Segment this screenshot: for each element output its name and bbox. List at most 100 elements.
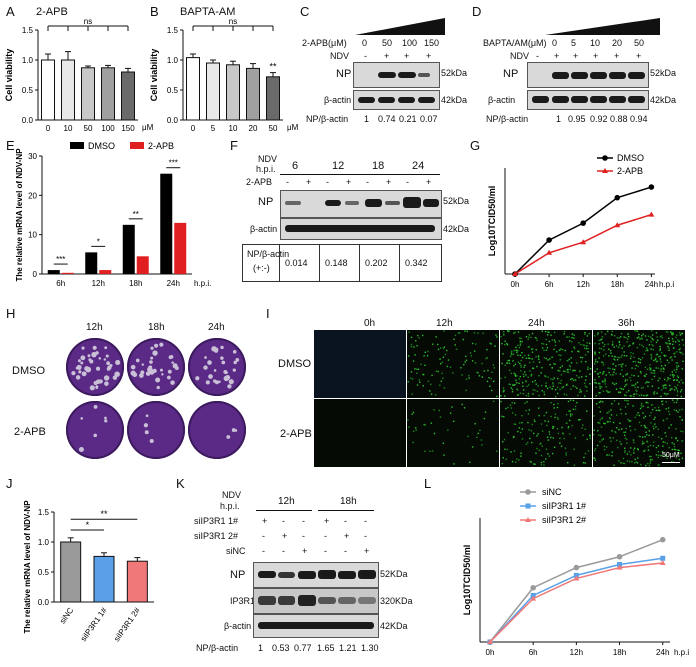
ndv-label: NDV — [330, 51, 350, 61]
gfp-cell — [651, 404, 653, 406]
gfp-cell — [530, 336, 532, 339]
gfp-cell — [663, 368, 665, 370]
gfp-cell — [439, 384, 441, 386]
y-tick-label: 1.5 — [22, 26, 34, 35]
gfp-cell — [501, 415, 503, 418]
gfp-cell — [619, 391, 622, 394]
y-tick-label: 10 — [28, 231, 37, 240]
plaque — [170, 380, 175, 385]
gfp-cell — [632, 439, 635, 441]
gfp-cell — [625, 384, 627, 386]
gfp-cell — [443, 454, 445, 456]
gfp-cell — [641, 406, 643, 408]
sig-label: * — [86, 520, 90, 530]
legend-label: siIP3R1 1# — [542, 501, 586, 511]
gfp-cell — [616, 337, 619, 339]
gfp-cell — [594, 382, 596, 384]
gfp-cell — [672, 374, 674, 376]
gfp-cell — [646, 349, 649, 352]
gfp-cell — [545, 357, 548, 360]
panel-label-e: E — [6, 138, 15, 153]
gfp-cell — [608, 348, 610, 351]
gfp-cell — [453, 420, 455, 423]
gfp-cell — [661, 437, 663, 440]
gfp-cell — [420, 363, 422, 366]
col-18h: 18h — [148, 322, 165, 333]
plaque — [225, 371, 228, 375]
gfp-cell — [549, 433, 551, 436]
gfp-cell — [612, 382, 614, 384]
plaque — [75, 375, 81, 380]
gfp-cell — [627, 418, 629, 421]
gfp-cell — [613, 383, 616, 386]
gfp-cell — [553, 407, 555, 409]
gfp-cell — [601, 417, 603, 419]
plaque — [159, 368, 163, 372]
gfp-cell — [589, 434, 591, 436]
gfp-cell — [551, 452, 554, 455]
gfp-cell — [506, 330, 509, 332]
gfp-cell — [600, 348, 603, 350]
gfp-cell — [648, 430, 651, 432]
sign: - — [282, 546, 285, 556]
x-tick-label: 150 — [121, 124, 135, 133]
plaque — [144, 430, 149, 435]
x-unit: h.p.i — [674, 648, 689, 657]
gfp-cell — [501, 362, 503, 365]
gfp-cell — [632, 360, 635, 363]
gfp-cell — [647, 446, 649, 448]
gfp-cell — [492, 380, 495, 383]
gfp-cell — [606, 421, 609, 423]
gfp-cell — [597, 421, 599, 424]
gfp-cell — [584, 428, 586, 430]
gfp-cell — [625, 427, 627, 430]
plaque — [95, 386, 99, 390]
gfp-cell — [511, 353, 513, 356]
gfp-cell — [513, 402, 516, 404]
gfp-cell — [660, 370, 662, 372]
gfp-cell — [630, 355, 632, 357]
gfp-cell — [639, 361, 642, 364]
gfp-cell — [649, 444, 652, 447]
gfp-cell — [606, 412, 608, 414]
unit-label: μM — [287, 123, 299, 132]
gfp-cell — [559, 348, 562, 351]
gfp-cell — [556, 392, 559, 395]
gfp-cell — [524, 402, 526, 405]
gfp-cell — [620, 332, 623, 335]
plaque — [154, 343, 159, 348]
gfp-cell — [532, 361, 535, 363]
gfp-cell — [642, 436, 644, 438]
gfp-cell — [586, 345, 588, 347]
sig-label: ** — [133, 210, 139, 219]
gfp-cell — [570, 362, 573, 364]
gfp-cell — [514, 363, 517, 365]
gfp-cell — [650, 348, 652, 350]
gfp-cell — [492, 364, 495, 366]
gfp-cell — [493, 367, 495, 369]
ip3r-label: IP3R1 — [230, 596, 256, 606]
gfp-cell — [408, 355, 410, 357]
gfp-cell — [467, 435, 469, 438]
gfp-cell — [598, 357, 600, 359]
gfp-cell — [625, 413, 627, 415]
gfp-cell — [681, 408, 683, 411]
gfp-cell — [416, 384, 419, 386]
gfp-cell — [554, 341, 556, 343]
gfp-cell — [647, 406, 649, 409]
gfp-cell — [615, 382, 617, 385]
gfp-cell — [511, 391, 514, 393]
gfp-cell — [476, 371, 478, 374]
gfp-cell — [520, 359, 522, 362]
sign: - — [344, 546, 347, 556]
gfp-cell — [411, 378, 414, 380]
gfp-cell — [661, 400, 663, 403]
gfp-cell — [532, 393, 534, 395]
gfp-cell — [602, 390, 605, 392]
sig-label: ** — [100, 509, 108, 519]
gfp-cell — [657, 409, 660, 411]
gfp-cell — [573, 347, 576, 350]
gfp-cell — [562, 349, 564, 351]
gfp-cell — [664, 364, 666, 367]
gfp-cell — [647, 335, 650, 337]
